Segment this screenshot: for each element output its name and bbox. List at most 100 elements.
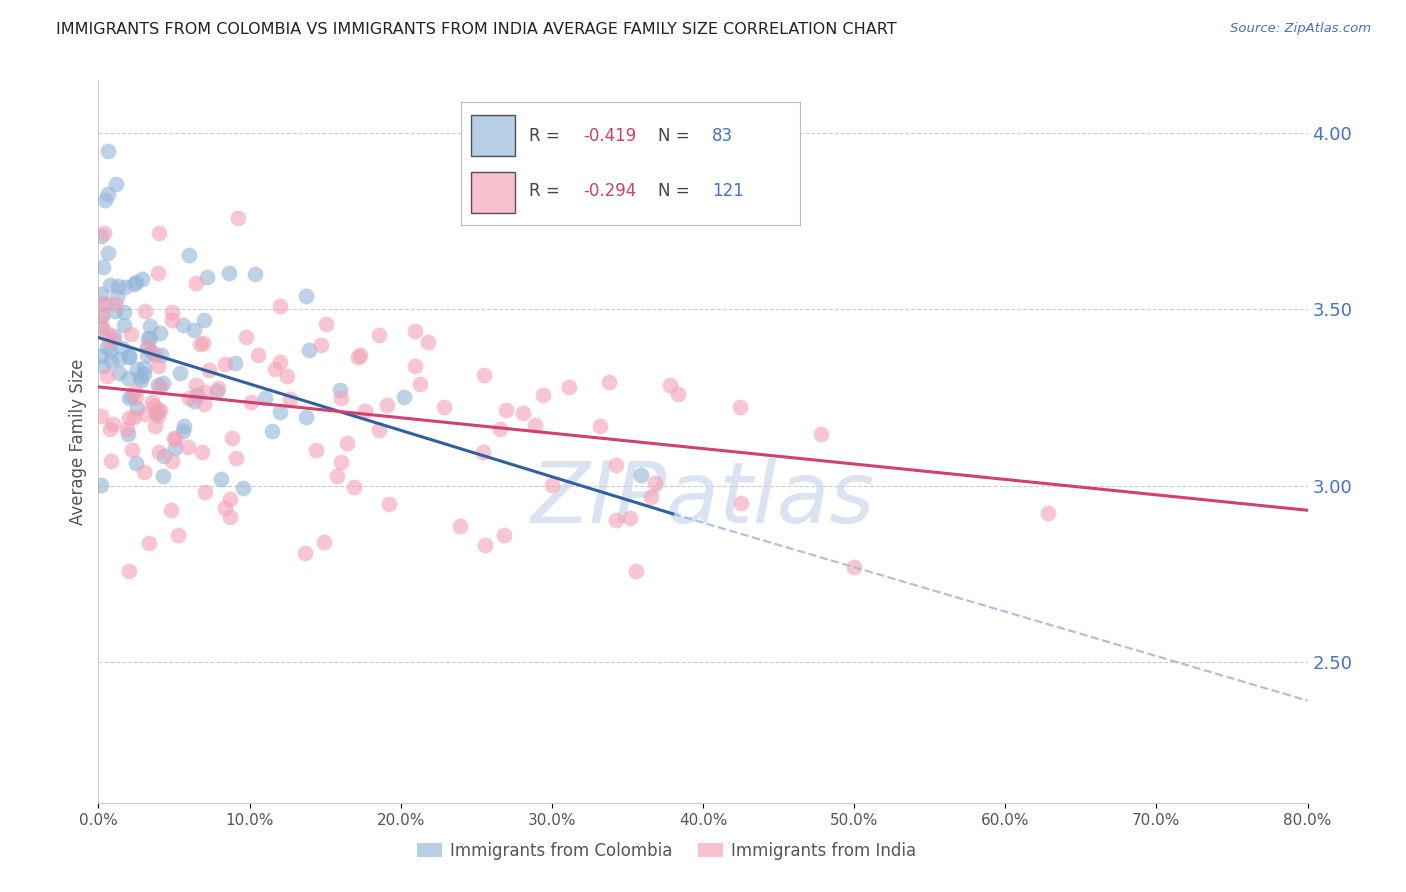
Point: [117, 371, 139, 385]
Point: [166, 528, 188, 542]
Point: [598, 376, 620, 390]
Point: [105, 290, 128, 304]
Point: [118, 564, 141, 578]
Point: [117, 392, 139, 406]
Point: [94, 193, 117, 207]
Point: [90, 296, 112, 310]
Point: [96, 326, 118, 340]
Point: [138, 341, 160, 355]
Point: [330, 391, 353, 405]
Point: [214, 357, 236, 371]
Point: [121, 443, 143, 458]
Point: [378, 498, 401, 512]
Point: [165, 441, 187, 455]
Point: [118, 411, 141, 425]
Point: [644, 475, 666, 490]
Point: [240, 394, 263, 409]
Point: [214, 500, 236, 515]
Point: [90, 409, 112, 423]
Point: [193, 313, 215, 327]
Point: [195, 270, 218, 285]
Point: [173, 419, 195, 434]
Point: [90, 349, 112, 363]
Point: [132, 466, 155, 480]
Point: [225, 451, 247, 466]
Point: [131, 373, 153, 387]
Point: [146, 409, 169, 423]
Point: [489, 422, 512, 436]
Point: [605, 458, 627, 472]
Point: [115, 422, 138, 436]
Point: [114, 304, 136, 318]
Point: [149, 403, 172, 417]
Point: [160, 454, 183, 468]
Point: [179, 391, 201, 405]
Point: [295, 409, 318, 424]
Point: [404, 324, 426, 338]
Point: [449, 519, 471, 533]
Point: [97, 245, 120, 260]
Point: [90, 321, 112, 335]
Point: [100, 454, 122, 468]
Point: [105, 178, 128, 192]
Point: [190, 445, 212, 459]
Point: [107, 278, 129, 293]
Point: [193, 396, 215, 410]
Point: [183, 323, 205, 337]
Point: [235, 330, 257, 344]
Point: [326, 469, 349, 483]
Point: [148, 226, 170, 240]
Point: [418, 335, 440, 350]
Point: [472, 368, 495, 382]
Point: [138, 535, 160, 549]
Point: [269, 355, 291, 369]
Point: [605, 513, 627, 527]
Point: [179, 248, 201, 262]
Point: [842, 560, 865, 574]
Point: [624, 564, 647, 578]
Point: [160, 313, 183, 327]
Point: [523, 417, 546, 432]
Point: [97, 186, 120, 201]
Point: [132, 367, 155, 381]
Point: [139, 331, 162, 345]
Point: [730, 496, 752, 510]
Point: [103, 329, 125, 343]
Point: [98, 333, 121, 347]
Text: ZIPatlas: ZIPatlas: [531, 458, 875, 541]
Point: [118, 350, 141, 364]
Point: [134, 304, 156, 318]
Point: [278, 392, 301, 406]
Point: [188, 336, 211, 351]
Point: [269, 405, 291, 419]
Point: [163, 432, 186, 446]
Point: [246, 348, 269, 362]
Point: [136, 348, 159, 362]
Point: [100, 354, 122, 368]
Text: IMMIGRANTS FROM COLOMBIA VS IMMIGRANTS FROM INDIA AVERAGE FAMILY SIZE CORRELATIO: IMMIGRANTS FROM COLOMBIA VS IMMIGRANTS F…: [56, 22, 897, 37]
Point: [90, 478, 112, 492]
Point: [148, 445, 170, 459]
Point: [101, 332, 124, 346]
Point: [254, 391, 277, 405]
Point: [193, 336, 215, 351]
Point: [433, 401, 456, 415]
Point: [343, 480, 366, 494]
Point: [146, 378, 169, 392]
Point: [218, 266, 240, 280]
Point: [329, 383, 352, 397]
Point: [492, 528, 515, 542]
Point: [186, 378, 208, 392]
Point: [640, 490, 662, 504]
Point: [93, 226, 115, 240]
Point: [125, 361, 148, 376]
Point: [367, 423, 389, 437]
Point: [349, 348, 371, 362]
Point: [136, 340, 159, 354]
Point: [134, 407, 156, 421]
Point: [531, 388, 554, 402]
Point: [114, 280, 136, 294]
Point: [619, 511, 641, 525]
Point: [134, 360, 156, 375]
Point: [810, 427, 832, 442]
